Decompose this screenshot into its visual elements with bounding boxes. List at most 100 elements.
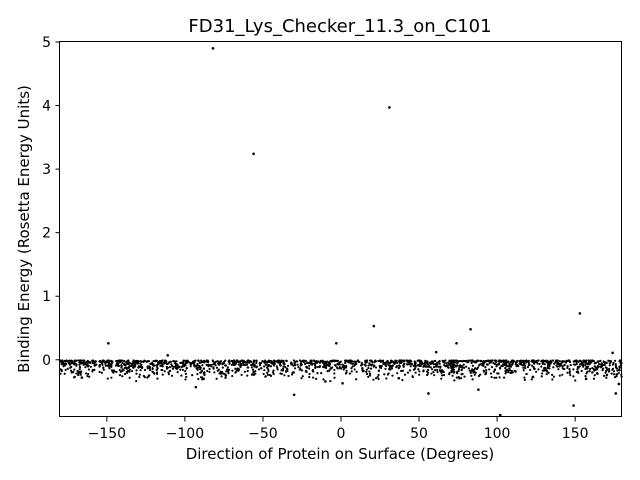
data-point (363, 363, 367, 366)
data-point (70, 365, 73, 368)
data-point (152, 363, 155, 366)
data-point (305, 361, 309, 364)
data-point (161, 365, 164, 368)
data-point (236, 368, 240, 371)
data-point (94, 360, 97, 363)
data-point (239, 365, 242, 369)
data-point (402, 365, 405, 368)
data-point (578, 365, 581, 368)
data-point (368, 370, 371, 373)
data-point (494, 359, 497, 362)
data-point (188, 361, 191, 364)
data-point (568, 368, 571, 371)
data-point (383, 373, 386, 376)
data-point (522, 369, 525, 372)
data-point (443, 361, 446, 364)
data-point (552, 366, 555, 369)
data-point (458, 360, 461, 363)
data-point (434, 363, 437, 366)
data-point (128, 368, 132, 371)
data-point (269, 365, 273, 368)
data-point (311, 362, 314, 365)
data-point (185, 375, 188, 379)
data-point (118, 374, 122, 377)
data-point (460, 377, 463, 380)
data-point (173, 360, 177, 363)
data-point (148, 367, 151, 370)
data-point (226, 368, 230, 371)
data-point (436, 368, 439, 372)
data-point (525, 359, 528, 362)
data-point (147, 360, 150, 363)
data-point (264, 363, 268, 366)
data-point (170, 374, 174, 377)
data-point (80, 370, 83, 373)
data-point (179, 361, 182, 364)
data-point (69, 360, 72, 363)
data-point (612, 373, 616, 376)
data-point (558, 365, 561, 368)
data-point (522, 366, 525, 369)
data-point (201, 364, 204, 367)
data-point (587, 362, 590, 365)
data-point (387, 372, 390, 375)
data-point (398, 360, 401, 363)
data-point (370, 359, 373, 362)
data-point (540, 365, 543, 368)
data-point (117, 359, 120, 363)
data-point (453, 379, 456, 382)
data-point (560, 362, 563, 365)
data-point (258, 364, 262, 367)
data-point (561, 367, 564, 370)
data-point (267, 363, 270, 367)
data-point (354, 360, 357, 363)
data-point (79, 359, 82, 362)
data-point (485, 371, 488, 374)
data-point (87, 372, 90, 376)
data-point (246, 361, 249, 364)
data-point (311, 369, 314, 372)
data-point (589, 367, 592, 370)
data-point (505, 365, 508, 368)
data-point (579, 363, 582, 366)
data-point (448, 359, 451, 362)
data-point (191, 360, 195, 363)
data-point (417, 364, 420, 367)
data-point (617, 371, 620, 375)
data-point (498, 362, 501, 365)
data-point (331, 359, 334, 363)
data-point (221, 363, 224, 366)
data-point (508, 367, 511, 370)
data-point (427, 365, 431, 368)
data-point (263, 365, 266, 368)
data-point (237, 363, 240, 366)
x-tick-label: 100 (484, 426, 511, 442)
data-point (287, 374, 290, 378)
data-point (384, 363, 387, 367)
data-point (139, 369, 142, 372)
data-point (523, 376, 526, 379)
data-point (333, 376, 336, 379)
data-point (382, 362, 385, 366)
data-point (609, 360, 613, 363)
data-point (255, 359, 258, 362)
data-point (510, 360, 513, 363)
data-point (540, 360, 543, 363)
data-point (590, 360, 594, 363)
data-point (529, 368, 532, 371)
data-point (286, 364, 290, 367)
data-point (325, 362, 328, 365)
data-point (146, 365, 149, 368)
data-point (219, 362, 222, 365)
data-point (482, 362, 485, 366)
data-point (556, 362, 559, 365)
data-point (425, 361, 428, 364)
data-point (419, 362, 422, 365)
data-point (161, 363, 164, 366)
data-point (71, 360, 74, 363)
data-point (350, 360, 354, 363)
data-point (184, 370, 187, 373)
data-point (102, 366, 105, 369)
data-point (377, 377, 380, 381)
data-point (341, 382, 344, 385)
